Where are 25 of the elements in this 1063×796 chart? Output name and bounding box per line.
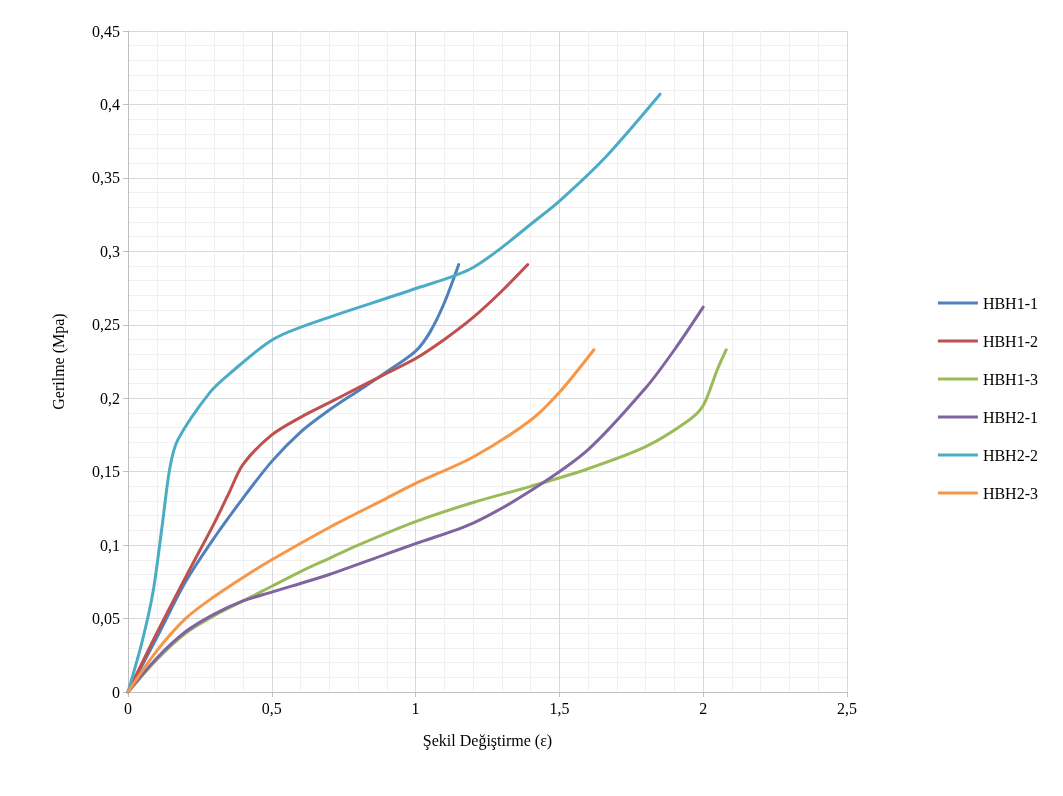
y-tick-label: 0,3 — [100, 242, 120, 260]
x-tick-label: 1,5 — [549, 699, 570, 717]
x-tick-label: 1 — [411, 699, 420, 717]
y-tick-label: 0,05 — [92, 610, 120, 628]
y-tick-label: 0,4 — [100, 95, 120, 113]
legend-label: HBH1-3 — [982, 370, 1038, 388]
legend-label: HBH1-2 — [982, 332, 1038, 350]
legend-label: HBH2-2 — [982, 446, 1038, 464]
legend-label: HBH2-1 — [982, 408, 1038, 426]
x-axis-title: Şekil Değiştirme (ε) — [422, 731, 553, 750]
legend-label: HBH1-1 — [982, 294, 1038, 312]
y-tick-label: 0,35 — [92, 169, 120, 187]
y-axis-title: Gerilme (Mpa) — [49, 313, 68, 410]
y-tick-label: 0,25 — [92, 316, 120, 334]
x-tick-label: 2 — [699, 699, 708, 717]
legend-label: HBH2-3 — [982, 484, 1038, 502]
x-tick-label: 0,5 — [261, 699, 282, 717]
y-tick-label: 0,1 — [100, 536, 120, 554]
y-tick-label: 0,15 — [92, 463, 120, 481]
y-tick-label: 0 — [112, 683, 120, 701]
x-tick-label: 2,5 — [837, 699, 857, 717]
x-tick-label: 0 — [124, 699, 132, 717]
line-series — [126, 348, 596, 694]
y-tick-label: 0,2 — [100, 389, 120, 407]
y-tick-label: 0,45 — [92, 22, 120, 40]
